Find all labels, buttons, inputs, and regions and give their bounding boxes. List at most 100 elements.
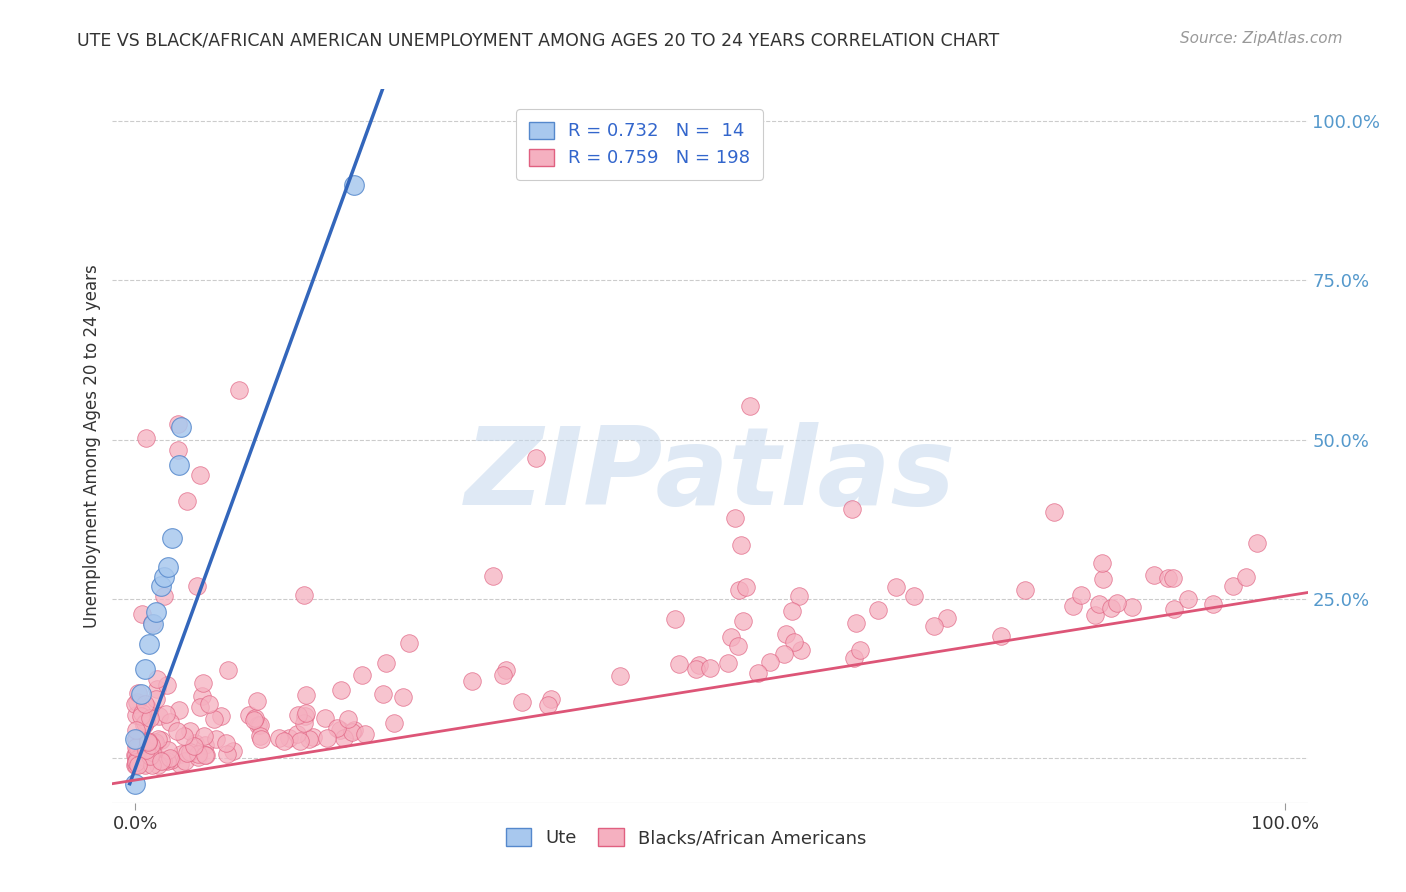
Point [166, 443, 188, 458]
Point [160, 753, 183, 767]
Point [124, 732, 146, 747]
Point [143, 747, 166, 762]
Point [727, 640, 749, 654]
Point [936, 611, 959, 625]
Point [1157, 571, 1180, 585]
Point [125, 708, 148, 723]
Point [267, 731, 290, 745]
Point [125, 755, 148, 769]
Point [1070, 588, 1092, 602]
Point [125, 747, 148, 762]
Point [217, 664, 239, 678]
Point [1107, 596, 1129, 610]
Point [166, 724, 188, 739]
Point [668, 657, 690, 671]
Point [131, 750, 153, 764]
Point [141, 615, 163, 630]
Point [156, 677, 179, 691]
Point [1163, 601, 1185, 615]
Point [131, 607, 153, 622]
Point [747, 665, 769, 680]
Point [131, 747, 153, 762]
Point [136, 700, 159, 714]
Point [124, 757, 146, 772]
Point [246, 718, 269, 732]
Point [343, 178, 366, 192]
Point [373, 687, 395, 701]
Point [176, 493, 198, 508]
Point [187, 747, 209, 761]
Point [249, 729, 271, 743]
Point [1246, 535, 1268, 549]
Point [127, 740, 149, 755]
Point [1014, 583, 1036, 598]
Point [143, 735, 166, 749]
Point [783, 634, 806, 648]
Point [125, 695, 148, 709]
Point [1234, 570, 1257, 584]
Point [127, 686, 149, 700]
Point [1121, 599, 1143, 614]
Point [298, 732, 321, 747]
Point [141, 738, 163, 752]
Point [139, 734, 162, 748]
Point [664, 612, 686, 626]
Point [186, 579, 208, 593]
Point [789, 642, 811, 657]
Point [537, 698, 560, 712]
Point [162, 532, 183, 546]
Point [131, 706, 153, 720]
Point [759, 655, 782, 669]
Point [495, 663, 517, 677]
Point [136, 745, 159, 759]
Point [179, 723, 201, 738]
Point [221, 744, 243, 758]
Point [179, 745, 201, 759]
Point [540, 692, 562, 706]
Point [191, 690, 214, 704]
Point [730, 538, 752, 552]
Point [482, 569, 505, 583]
Point [146, 681, 169, 696]
Point [789, 590, 811, 604]
Point [195, 748, 218, 763]
Point [127, 757, 149, 772]
Point [1062, 599, 1084, 613]
Point [152, 754, 174, 768]
Point [217, 747, 239, 762]
Point [132, 717, 155, 731]
Point [775, 627, 797, 641]
Point [141, 757, 163, 772]
Point [138, 636, 160, 650]
Point [173, 730, 195, 744]
Point [184, 736, 207, 750]
Point [740, 399, 762, 413]
Point [129, 708, 152, 723]
Point [842, 651, 865, 665]
Point [685, 662, 707, 676]
Point [330, 683, 353, 698]
Point [287, 708, 309, 723]
Point [125, 723, 148, 738]
Point [343, 723, 366, 738]
Point [125, 752, 148, 766]
Point [209, 708, 232, 723]
Point [1222, 579, 1244, 593]
Point [524, 451, 547, 466]
Point [772, 647, 794, 661]
Point [148, 752, 170, 766]
Point [354, 727, 377, 741]
Point [1091, 556, 1114, 570]
Point [398, 636, 420, 650]
Point [173, 754, 195, 768]
Point [142, 617, 165, 632]
Point [841, 502, 863, 516]
Point [125, 732, 148, 747]
Point [990, 630, 1012, 644]
Point [127, 755, 149, 769]
Point [724, 510, 747, 524]
Point [183, 739, 205, 753]
Point [170, 420, 193, 434]
Point [188, 467, 211, 482]
Point [135, 714, 157, 728]
